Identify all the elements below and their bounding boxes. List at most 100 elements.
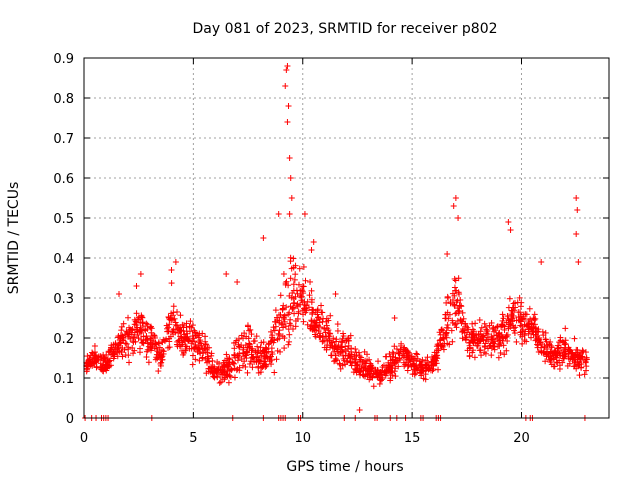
- data-point: [123, 328, 130, 335]
- data-point: [547, 348, 554, 355]
- data-point: [152, 339, 159, 346]
- data-point: [103, 351, 110, 358]
- data-point: [397, 356, 404, 363]
- data-point: [286, 338, 293, 345]
- data-point: [163, 336, 170, 343]
- data-point: [514, 299, 521, 306]
- data-point: [417, 369, 424, 376]
- data-point: [462, 334, 469, 341]
- data-point: [400, 359, 407, 366]
- data-point: [239, 362, 246, 369]
- data-point: [300, 318, 307, 325]
- data-point: [190, 345, 197, 352]
- data-point: [241, 358, 248, 365]
- data-point: [168, 280, 175, 287]
- data-point: [176, 342, 183, 349]
- data-point: [84, 363, 91, 370]
- data-point: [391, 315, 398, 321]
- data-point: [174, 322, 181, 329]
- data-point: [288, 195, 295, 201]
- data-point: [246, 327, 253, 334]
- data-point: [583, 363, 590, 370]
- data-point: [199, 354, 206, 361]
- data-point: [217, 379, 224, 386]
- data-point: [419, 356, 426, 363]
- data-point: [107, 346, 114, 353]
- data-point: [183, 343, 190, 350]
- data-point: [579, 347, 586, 354]
- data-point: [422, 376, 429, 383]
- data-point: [305, 304, 312, 311]
- data-point: [405, 356, 412, 363]
- data-point: [230, 359, 237, 366]
- data-point: [126, 359, 133, 366]
- data-point: [381, 368, 388, 375]
- data-point: [262, 355, 269, 362]
- data-point: [547, 338, 554, 345]
- data-point: [543, 352, 550, 359]
- data-point: [387, 375, 394, 382]
- data-point: [269, 332, 276, 339]
- data-point: [245, 335, 252, 342]
- data-point: [290, 281, 297, 288]
- data-point: [193, 333, 200, 340]
- y-tick-label: 0.6: [53, 172, 74, 187]
- data-point: [196, 357, 203, 364]
- x-tick-label: 0: [80, 431, 88, 446]
- data-point: [482, 350, 489, 357]
- data-point: [240, 335, 247, 342]
- data-point: [274, 336, 281, 343]
- data-point: [204, 344, 211, 351]
- data-point: [312, 331, 319, 338]
- data-point: [191, 338, 198, 345]
- data-point: [170, 303, 177, 310]
- data-point: [361, 348, 368, 355]
- data-point: [345, 335, 352, 342]
- data-point: [562, 351, 569, 358]
- data-point: [187, 318, 194, 325]
- data-point: [335, 350, 342, 357]
- data-point: [227, 366, 234, 373]
- data-point: [292, 323, 299, 330]
- data-point: [280, 302, 287, 309]
- data-point: [202, 356, 209, 363]
- data-point: [253, 359, 260, 366]
- data-point: [130, 350, 137, 357]
- x-tick-label: 5: [189, 431, 197, 446]
- data-point: [500, 342, 507, 349]
- y-tick-label: 0.5: [53, 212, 74, 227]
- data-point: [246, 360, 253, 367]
- data-point: [445, 325, 452, 332]
- data-point: [532, 324, 539, 331]
- data-point: [242, 352, 249, 359]
- data-point: [307, 278, 314, 285]
- data-point: [227, 373, 234, 380]
- data-point: [279, 333, 286, 340]
- data-point: [225, 363, 232, 370]
- data-point: [139, 319, 146, 326]
- data-point: [230, 339, 237, 346]
- data-point: [446, 311, 453, 318]
- data-point: [481, 320, 488, 327]
- data-point: [334, 321, 341, 328]
- data-point: [387, 368, 394, 375]
- data-point: [434, 355, 441, 362]
- data-point: [557, 334, 564, 341]
- data-point: [268, 328, 275, 335]
- data-point: [235, 354, 242, 361]
- data-point: [321, 325, 328, 332]
- data-point: [348, 345, 355, 352]
- data-point: [489, 339, 496, 346]
- data-point: [334, 345, 341, 352]
- data-point: [453, 324, 460, 331]
- y-tick-label: 0.8: [53, 92, 74, 107]
- data-point: [277, 292, 284, 299]
- data-point: [283, 278, 290, 285]
- data-point: [389, 372, 396, 379]
- data-point: [562, 325, 569, 332]
- data-point: [258, 365, 265, 372]
- data-point: [279, 306, 286, 313]
- data-point: [275, 330, 282, 337]
- data-point: [287, 258, 294, 265]
